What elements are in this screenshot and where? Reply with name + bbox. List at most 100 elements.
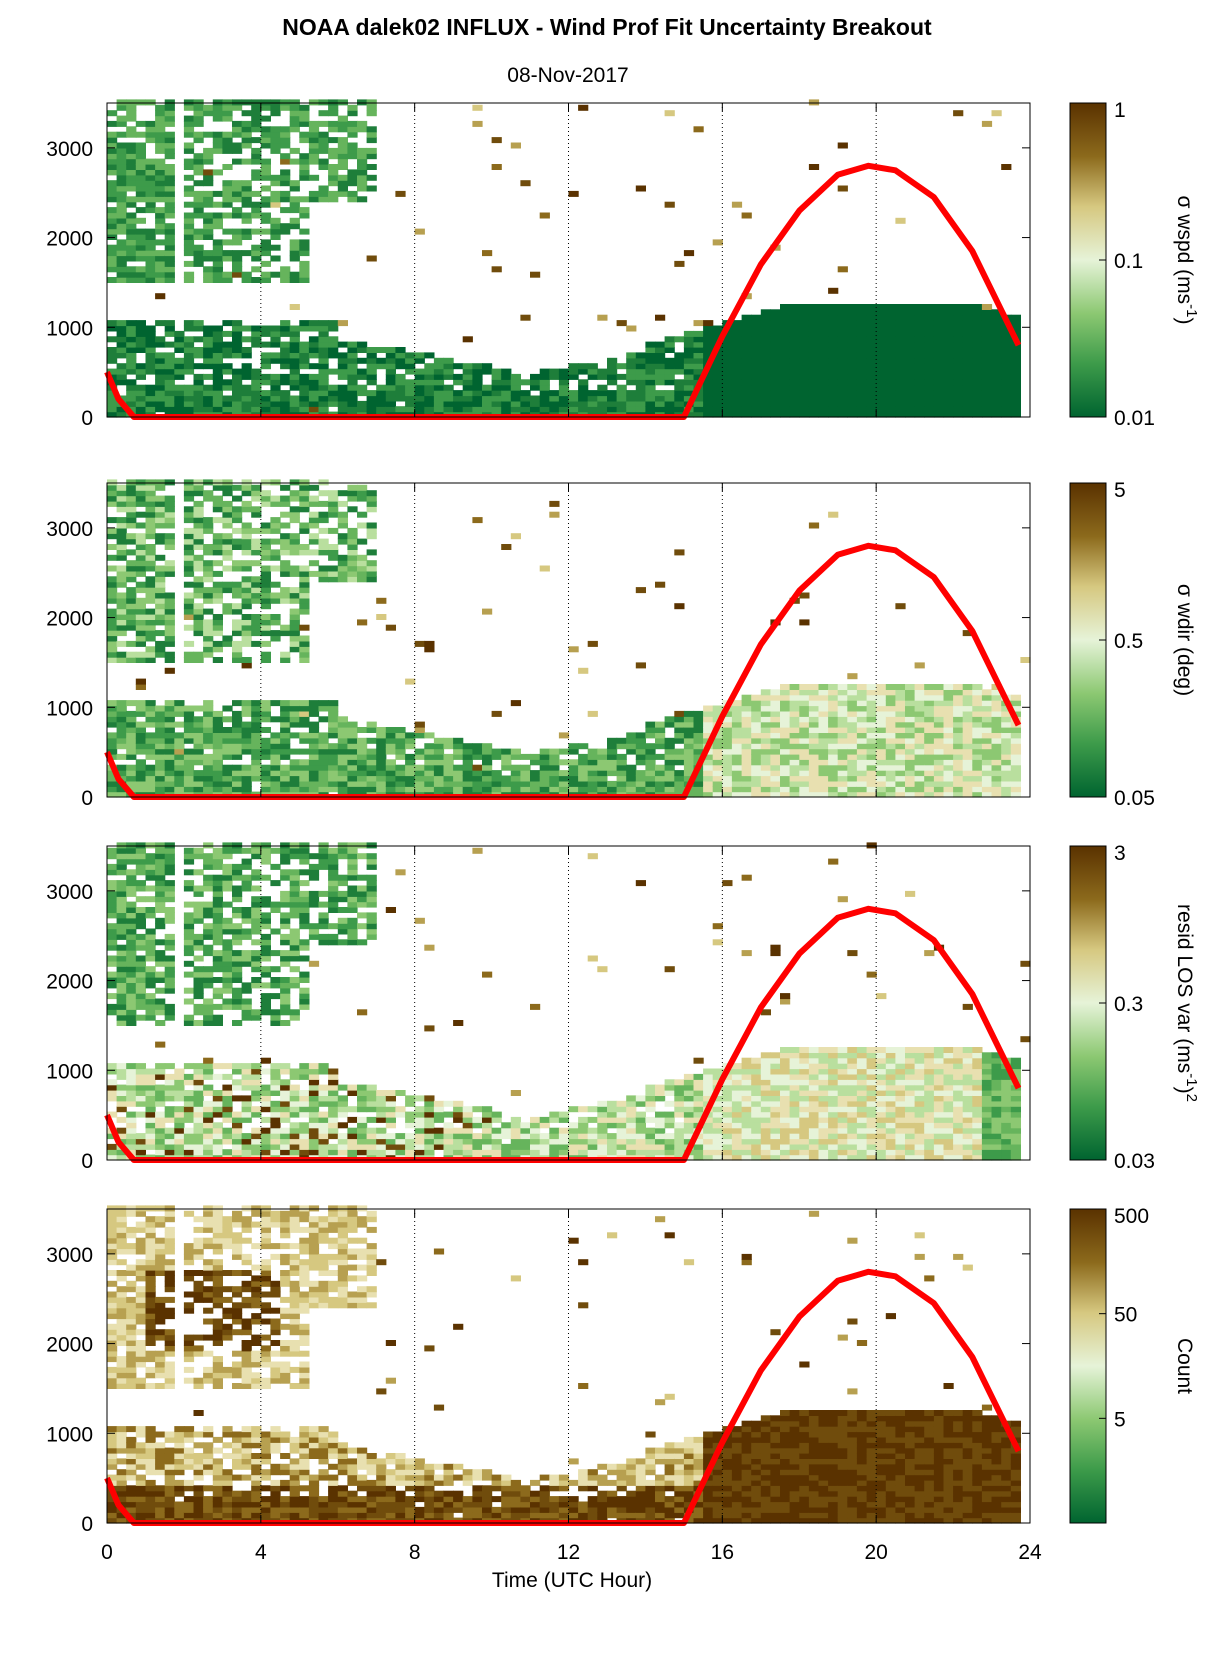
heatmap-cell bbox=[664, 764, 675, 771]
heatmap-cell bbox=[953, 400, 964, 407]
heatmap-cell bbox=[164, 330, 175, 337]
heatmap-cell bbox=[1001, 400, 1012, 407]
heatmap-cell bbox=[991, 309, 1002, 316]
heatmap-cell bbox=[232, 560, 243, 567]
heatmap-cell bbox=[549, 775, 560, 782]
heatmap-cell bbox=[318, 775, 329, 782]
heatmap-cell bbox=[280, 1009, 291, 1016]
heatmap-cell bbox=[357, 770, 368, 777]
heatmap-cell bbox=[972, 347, 983, 353]
heatmap-cell bbox=[289, 700, 300, 707]
heatmap-cell bbox=[376, 597, 387, 604]
heatmap-cell bbox=[991, 737, 1002, 744]
heatmap-cell bbox=[280, 780, 291, 787]
heatmap-cell bbox=[107, 336, 118, 343]
heatmap-cell bbox=[145, 533, 156, 540]
heatmap-cell bbox=[280, 1116, 291, 1123]
heatmap-cell bbox=[1010, 395, 1021, 402]
heatmap-cell bbox=[385, 759, 396, 766]
heatmap-cell bbox=[174, 395, 185, 402]
heatmap-cell bbox=[203, 1020, 214, 1026]
heatmap-cell bbox=[155, 538, 166, 545]
heatmap-cell bbox=[328, 490, 339, 497]
heatmap-cell bbox=[962, 363, 973, 370]
heatmap-cell bbox=[280, 137, 291, 144]
heatmap-cell bbox=[299, 277, 310, 283]
heatmap-cell bbox=[799, 721, 810, 728]
heatmap-cell bbox=[289, 748, 300, 755]
heatmap-cell bbox=[183, 517, 195, 524]
heatmap-cell bbox=[289, 347, 300, 353]
heatmap-cell bbox=[895, 325, 906, 332]
heatmap-cell bbox=[145, 928, 156, 935]
heatmap-cell bbox=[232, 1122, 243, 1129]
heatmap-cell bbox=[308, 347, 320, 353]
heatmap-cell bbox=[491, 379, 502, 386]
heatmap-cell bbox=[597, 373, 608, 380]
heatmap-cell bbox=[145, 597, 156, 604]
heatmap-cell bbox=[905, 684, 916, 690]
heatmap-cell bbox=[530, 775, 541, 782]
heatmap-cell bbox=[183, 533, 195, 540]
heatmap-cell bbox=[818, 727, 829, 733]
heatmap-cell bbox=[145, 158, 156, 165]
heatmap-cell bbox=[972, 780, 983, 787]
heatmap-cell bbox=[808, 406, 820, 413]
heatmap-cell bbox=[164, 511, 175, 518]
heatmap-cell bbox=[847, 737, 858, 744]
heatmap-cell bbox=[683, 250, 695, 257]
heatmap-cell bbox=[126, 400, 137, 407]
heatmap-cell bbox=[193, 1127, 204, 1134]
heatmap-cell bbox=[885, 689, 896, 696]
heatmap-cell bbox=[183, 185, 195, 192]
heatmap-cell bbox=[116, 104, 127, 111]
heatmap-cell bbox=[270, 255, 281, 262]
heatmap-cell bbox=[895, 737, 906, 744]
heatmap-cell bbox=[270, 1100, 281, 1107]
heatmap-cell bbox=[328, 99, 339, 106]
heatmap-cell bbox=[116, 842, 127, 849]
heatmap-cell bbox=[337, 384, 348, 391]
heatmap-cell bbox=[741, 212, 752, 219]
heatmap-cell bbox=[395, 352, 406, 359]
heatmap-cell bbox=[107, 406, 118, 413]
heatmap-cell bbox=[222, 1073, 233, 1080]
heatmap-cell bbox=[155, 764, 166, 771]
heatmap-cell bbox=[770, 727, 781, 733]
heatmap-cell bbox=[270, 336, 281, 343]
heatmap-cell bbox=[251, 147, 262, 154]
heatmap-cell bbox=[683, 748, 695, 755]
heatmap-cell bbox=[203, 624, 214, 631]
heatmap-cell bbox=[164, 164, 175, 170]
heatmap-cell bbox=[289, 885, 300, 892]
heatmap-cell bbox=[741, 753, 752, 760]
heatmap-cell bbox=[491, 780, 502, 787]
heatmap-cell bbox=[741, 395, 752, 402]
heatmap-cell bbox=[856, 748, 868, 755]
heatmap-cell bbox=[241, 131, 252, 138]
heatmap-cell bbox=[126, 142, 137, 149]
heatmap-cell bbox=[482, 250, 493, 257]
heatmap-cell bbox=[462, 368, 473, 375]
heatmap-cell bbox=[183, 885, 195, 892]
heatmap-cell bbox=[366, 533, 377, 540]
heatmap-cell bbox=[347, 120, 358, 127]
heatmap-cell bbox=[251, 400, 262, 407]
heatmap-cell bbox=[116, 657, 127, 663]
heatmap-cell bbox=[174, 1079, 185, 1086]
heatmap-cell bbox=[703, 732, 714, 739]
heatmap-cell bbox=[299, 998, 310, 1005]
heatmap-cell bbox=[501, 368, 512, 375]
heatmap-cell bbox=[203, 619, 214, 626]
heatmap-cell bbox=[193, 917, 204, 924]
heatmap-cell bbox=[751, 400, 762, 407]
heatmap-cell bbox=[241, 390, 252, 397]
heatmap-cell bbox=[299, 912, 310, 919]
heatmap-cell bbox=[212, 721, 223, 728]
heatmap-cell bbox=[799, 314, 810, 321]
heatmap-cell bbox=[116, 619, 127, 626]
heatmap-cell bbox=[280, 874, 291, 881]
heatmap-cell bbox=[357, 384, 368, 391]
heatmap-cell bbox=[462, 770, 473, 777]
heatmap-cell bbox=[135, 266, 146, 273]
